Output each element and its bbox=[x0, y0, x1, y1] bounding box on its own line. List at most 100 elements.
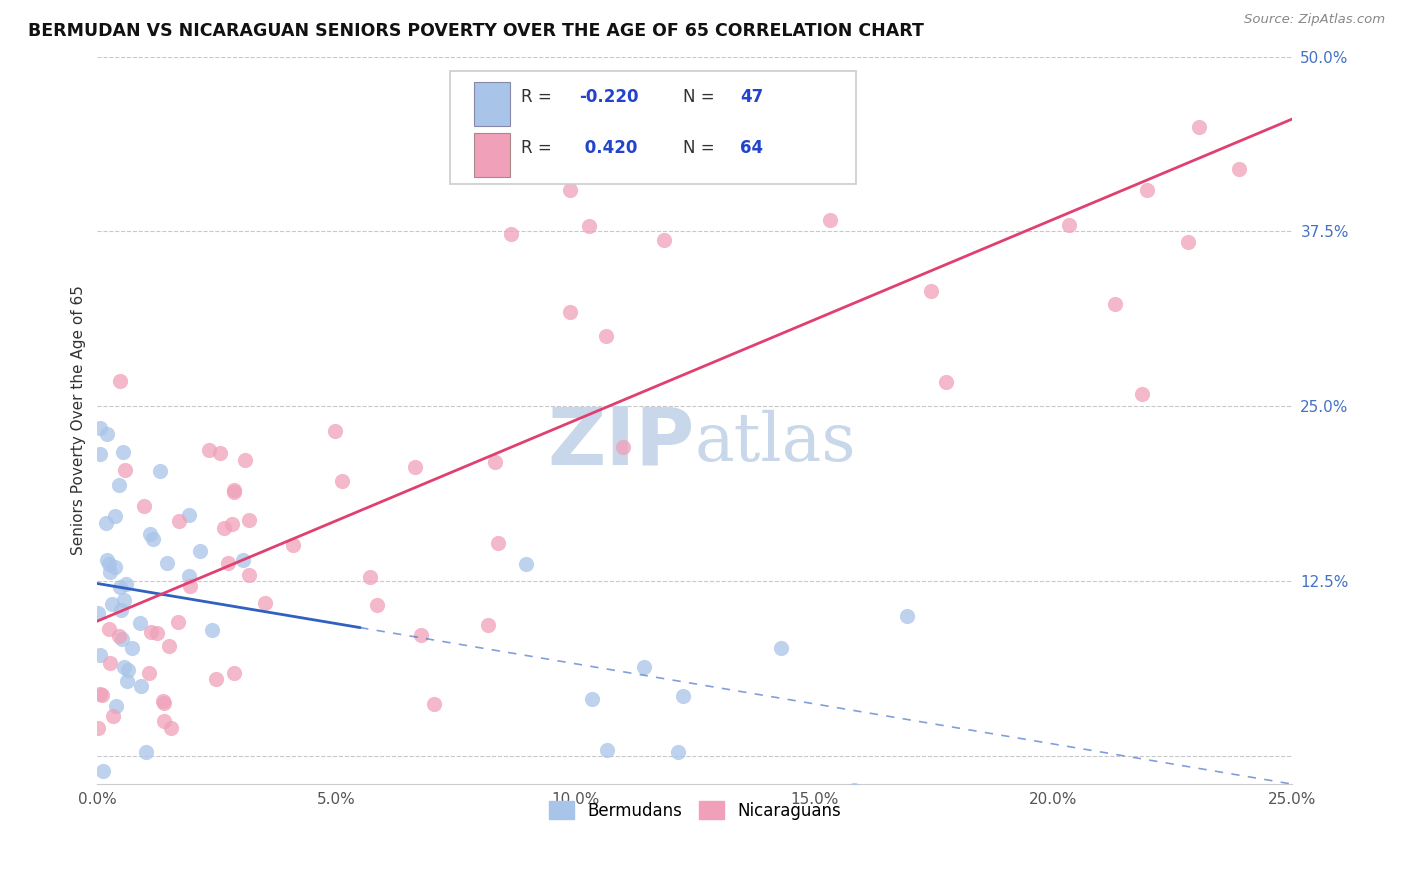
Point bbox=[238, 568, 260, 582]
Point bbox=[103, 709, 125, 723]
Point bbox=[484, 455, 506, 469]
Point bbox=[486, 536, 509, 550]
Text: R =: R = bbox=[522, 87, 557, 105]
Point bbox=[146, 626, 169, 640]
Point bbox=[160, 721, 183, 735]
Text: ZIP: ZIP bbox=[547, 403, 695, 481]
Legend: Bermudans, Nicaraguans: Bermudans, Nicaraguans bbox=[543, 795, 848, 826]
Point bbox=[135, 745, 157, 759]
Point bbox=[114, 463, 136, 477]
Point bbox=[409, 627, 432, 641]
Point bbox=[110, 580, 132, 594]
Point bbox=[221, 517, 243, 532]
Text: 47: 47 bbox=[740, 87, 763, 105]
Point bbox=[179, 579, 201, 593]
Point bbox=[179, 508, 201, 523]
Point bbox=[98, 622, 121, 636]
Point bbox=[100, 597, 122, 611]
Point bbox=[769, 641, 792, 656]
Point bbox=[1188, 120, 1211, 134]
Point bbox=[501, 227, 523, 241]
Point bbox=[138, 665, 160, 680]
Point bbox=[87, 721, 110, 735]
Text: Source: ZipAtlas.com: Source: ZipAtlas.com bbox=[1244, 13, 1385, 27]
Point bbox=[153, 696, 176, 710]
Point bbox=[89, 421, 111, 435]
Point bbox=[404, 460, 426, 475]
Point bbox=[330, 474, 353, 488]
Point bbox=[666, 745, 689, 759]
Point bbox=[1059, 219, 1081, 233]
Point bbox=[104, 560, 127, 574]
Point bbox=[578, 219, 600, 234]
Point bbox=[212, 521, 235, 535]
Point bbox=[112, 660, 135, 674]
Point bbox=[129, 679, 152, 693]
Point bbox=[224, 485, 246, 500]
Point bbox=[235, 453, 257, 467]
Point bbox=[232, 552, 254, 566]
Point bbox=[596, 743, 619, 757]
Point bbox=[672, 689, 695, 703]
Point bbox=[558, 184, 581, 198]
Point bbox=[89, 648, 111, 662]
Point bbox=[896, 609, 918, 624]
Text: R =: R = bbox=[522, 138, 557, 157]
Point bbox=[253, 596, 276, 610]
Point bbox=[112, 444, 135, 458]
Point bbox=[198, 443, 221, 458]
Point bbox=[820, 213, 842, 227]
Point bbox=[1104, 297, 1126, 311]
Point bbox=[87, 606, 110, 620]
Point bbox=[209, 446, 232, 460]
Point bbox=[91, 688, 114, 702]
Point bbox=[721, 78, 744, 92]
Point bbox=[222, 666, 245, 681]
Point bbox=[143, 788, 166, 802]
Bar bbox=[474, 133, 509, 177]
Point bbox=[842, 783, 865, 797]
Point bbox=[142, 532, 165, 546]
Point bbox=[359, 570, 381, 584]
Point bbox=[188, 544, 211, 558]
Point bbox=[512, 167, 534, 181]
Point bbox=[104, 699, 127, 714]
Point bbox=[153, 714, 176, 729]
Point bbox=[323, 424, 346, 438]
Point bbox=[94, 516, 117, 531]
Text: atlas: atlas bbox=[695, 409, 856, 475]
Point bbox=[156, 556, 179, 570]
Point bbox=[281, 538, 304, 552]
Point bbox=[935, 375, 957, 389]
Point bbox=[108, 478, 131, 492]
Point bbox=[558, 305, 581, 319]
Point bbox=[110, 603, 132, 617]
Point bbox=[117, 663, 139, 677]
Text: 0.420: 0.420 bbox=[579, 138, 637, 157]
Point bbox=[423, 697, 446, 711]
Point bbox=[96, 427, 118, 442]
Text: N =: N = bbox=[683, 87, 720, 105]
Point bbox=[217, 556, 239, 570]
Point bbox=[1227, 161, 1250, 176]
Text: 64: 64 bbox=[740, 138, 763, 157]
Point bbox=[104, 509, 127, 524]
Point bbox=[98, 557, 121, 571]
Point bbox=[477, 617, 499, 632]
Point bbox=[91, 764, 114, 778]
Point bbox=[612, 440, 634, 454]
Point bbox=[157, 639, 180, 653]
Point bbox=[177, 569, 200, 583]
Point bbox=[1177, 235, 1199, 250]
Point bbox=[128, 616, 150, 631]
Point bbox=[121, 641, 143, 656]
Point bbox=[595, 328, 617, 343]
Point bbox=[89, 686, 111, 700]
Point bbox=[98, 565, 121, 579]
Point bbox=[108, 629, 131, 643]
Point bbox=[111, 632, 134, 646]
Point bbox=[166, 615, 188, 629]
Point bbox=[112, 593, 135, 607]
Text: N =: N = bbox=[683, 138, 720, 157]
Point bbox=[149, 464, 172, 478]
